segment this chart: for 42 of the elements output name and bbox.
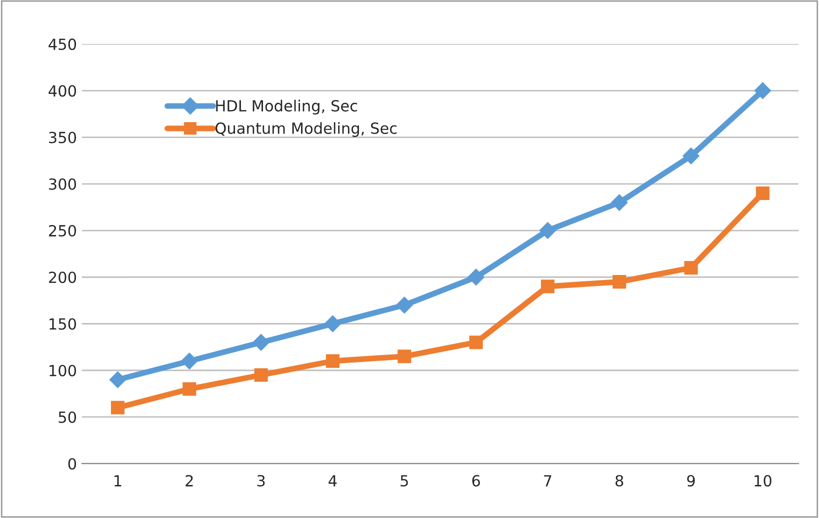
y-tick-label: 450: [48, 38, 76, 50]
x-tick-label: 10: [754, 474, 772, 487]
x-tick-label: 9: [687, 474, 695, 487]
y-tick-label: 50: [58, 411, 76, 424]
y-tick-label: 300: [49, 178, 76, 190]
x-tick-label: 5: [400, 475, 408, 487]
y-tick-label: 100: [50, 364, 76, 376]
legend-label: Quantum Modeling, Sec: [216, 122, 397, 137]
point: [181, 352, 198, 370]
x-tick-label: 3: [257, 474, 265, 487]
x-tick-label: 7: [544, 475, 552, 486]
point: [396, 296, 413, 314]
point: [326, 354, 340, 368]
point: [468, 268, 484, 286]
point: [324, 315, 342, 332]
point: [252, 334, 270, 351]
point: [539, 222, 556, 239]
y-tick-label: 0: [68, 458, 76, 470]
point: [182, 382, 196, 396]
x-tick-label: 2: [186, 474, 193, 486]
point: [612, 275, 626, 289]
y-tick-label: 200: [48, 272, 76, 284]
point: [254, 368, 268, 382]
point: [610, 194, 628, 211]
y-tick-label: 250: [48, 224, 76, 237]
point: [110, 400, 124, 414]
point: [540, 280, 554, 294]
y-tick-label: 350: [49, 132, 76, 144]
x-tick-label: 1: [114, 475, 122, 486]
legend-label: HDL Modeling, Sec: [216, 100, 358, 115]
point: [469, 336, 483, 350]
y-tick-label: 150: [50, 318, 76, 330]
point: [754, 82, 772, 100]
point: [398, 350, 412, 364]
point: [756, 186, 770, 200]
x-tick-label: 4: [328, 475, 337, 486]
point: [684, 261, 698, 275]
point: [109, 371, 126, 388]
y-tick-label: 400: [48, 85, 76, 97]
x-tick-label: 6: [472, 474, 480, 487]
point: [682, 148, 700, 164]
x-tick-label: 8: [616, 474, 624, 487]
